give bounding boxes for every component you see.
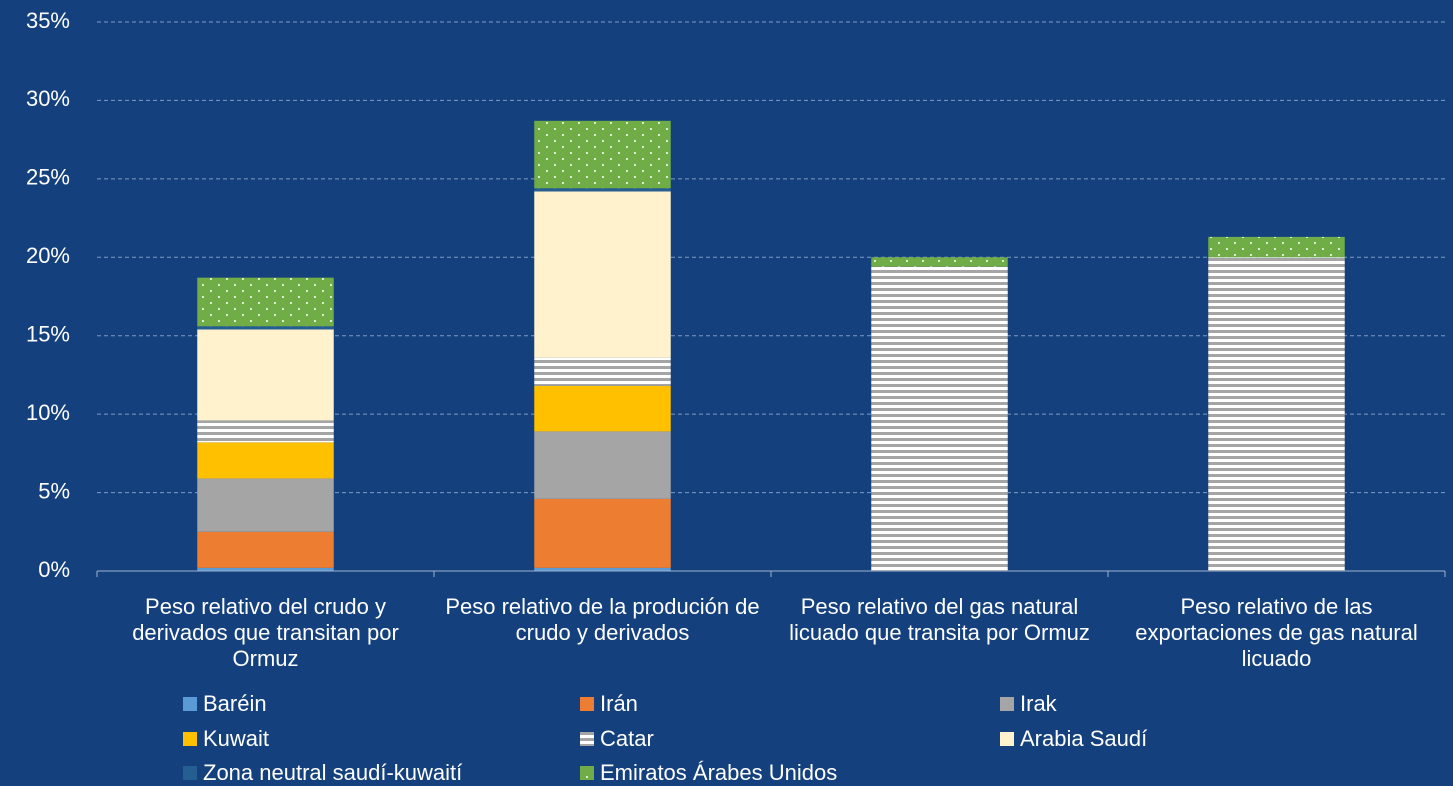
legend-swatch <box>580 766 594 780</box>
bar-segment <box>871 266 1008 571</box>
bar-segment <box>197 442 334 479</box>
bar-segment <box>534 357 671 386</box>
bar-segment <box>1208 236 1345 258</box>
y-tick-label: 15% <box>26 322 70 347</box>
legend-label: Irán <box>600 691 638 716</box>
bar-segment <box>197 567 334 571</box>
bar-segment <box>534 567 671 571</box>
y-tick-label: 20% <box>26 243 70 268</box>
legend-label: Zona neutral saudí-kuwaití <box>203 760 462 785</box>
legend-label: Kuwait <box>203 726 269 751</box>
legend-label: Irak <box>1020 691 1058 716</box>
x-tick-label: Peso relativo de la produción de crudo y… <box>445 594 760 645</box>
bar-segment <box>534 120 671 189</box>
y-tick-label: 25% <box>26 165 70 190</box>
bar-segment <box>534 498 671 568</box>
legend-swatch <box>580 732 594 746</box>
y-tick-label: 10% <box>26 400 70 425</box>
bar-segment <box>197 420 334 443</box>
y-tick-label: 35% <box>26 8 70 33</box>
bar-segment <box>534 385 671 432</box>
legend-label: Arabia Saudí <box>1020 726 1147 751</box>
bar-segment <box>197 326 334 330</box>
legend-label: Catar <box>600 726 654 751</box>
bar-segment <box>534 191 671 358</box>
bar-segment <box>197 329 334 421</box>
legend-swatch <box>580 697 594 711</box>
x-tick-label: Peso relativo del gas natural licuado qu… <box>789 594 1090 645</box>
legend-swatch <box>183 732 197 746</box>
y-tick-label: 0% <box>38 557 70 582</box>
bar-segment <box>197 478 334 532</box>
bar-segment <box>197 531 334 568</box>
legend-swatch <box>1000 697 1014 711</box>
bar-segment <box>1208 257 1345 571</box>
legend-swatch <box>183 766 197 780</box>
y-tick-label: 30% <box>26 86 70 111</box>
y-tick-label: 5% <box>38 478 70 503</box>
legend-label: Baréin <box>203 691 267 716</box>
bar-segment <box>534 431 671 499</box>
legend-swatch <box>183 697 197 711</box>
bar-segment <box>197 277 334 327</box>
legend-swatch <box>1000 732 1014 746</box>
bar-segment <box>534 188 671 192</box>
x-tick-label: Peso relativo de las exportaciones de ga… <box>1135 594 1418 671</box>
bar-segment <box>871 257 1008 267</box>
x-tick-label: Peso relativo del crudo y derivados que … <box>132 594 399 671</box>
legend-label: Emiratos Árabes Unidos <box>600 760 837 785</box>
